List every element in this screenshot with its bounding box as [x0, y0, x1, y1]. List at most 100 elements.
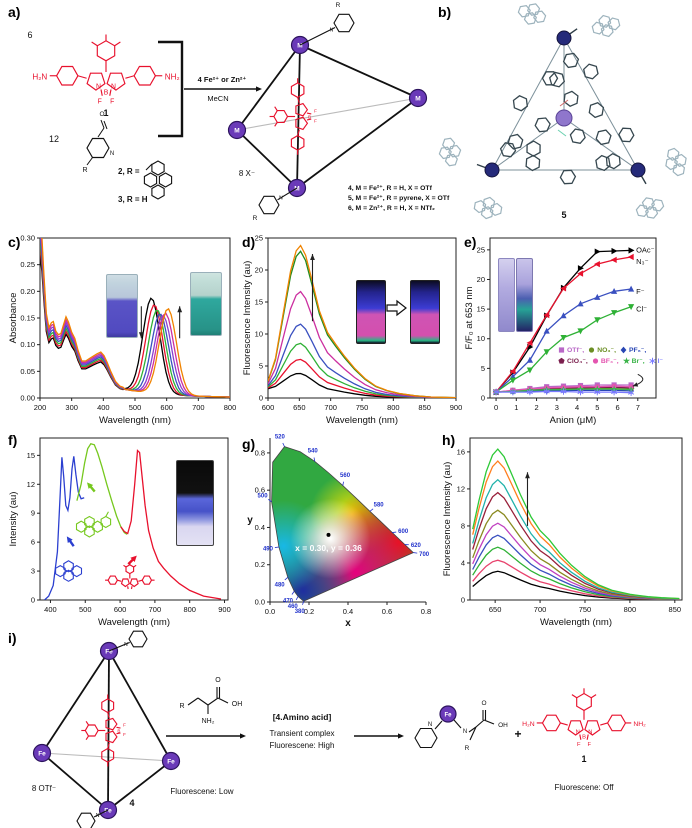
svg-text:540: 540 [308, 449, 319, 455]
svg-text:B: B [308, 115, 311, 120]
svg-text:490: 490 [263, 546, 274, 552]
uv-vial-photo-after [410, 280, 440, 344]
svg-text:Fe: Fe [444, 713, 452, 719]
legend-marker-icon [558, 357, 565, 364]
svg-text:560: 560 [340, 473, 351, 479]
svg-text:2: 2 [534, 403, 538, 412]
svg-text:600: 600 [262, 403, 275, 412]
svg-text:F: F [587, 742, 591, 748]
svg-text:700: 700 [192, 403, 205, 412]
svg-text:0.20: 0.20 [20, 287, 35, 296]
svg-text:20: 20 [477, 275, 485, 284]
svg-text:Fluorescene: High: Fluorescene: High [270, 741, 335, 750]
svg-text:5, M = Fe²⁺, R = pyrene, X = O: 5, M = Fe²⁺, R = pyrene, X = OTf [348, 195, 450, 202]
legend-marker-icon [592, 358, 598, 364]
svg-text:N: N [463, 729, 467, 735]
vial-photo-white-emission [176, 460, 214, 546]
svg-text:0.00: 0.00 [20, 394, 35, 403]
svg-text:Wavelength (nm): Wavelength (nm) [98, 617, 170, 628]
legend-marker-icon [558, 347, 565, 353]
svg-text:0.8: 0.8 [421, 607, 431, 616]
svg-text:6: 6 [31, 538, 35, 547]
svg-text:x: x [345, 618, 351, 629]
svg-text:N: N [576, 729, 580, 735]
panel-label-c: c) [8, 234, 21, 250]
svg-text:Cl⁻: Cl⁻ [636, 305, 647, 314]
svg-text:R: R [82, 167, 87, 174]
svg-text:N: N [330, 27, 334, 33]
panel-label-e: e) [464, 234, 477, 250]
svg-text:8 X⁻: 8 X⁻ [239, 169, 255, 178]
svg-text:4 Fe²⁺ or Zn²⁺: 4 Fe²⁺ or Zn²⁺ [198, 75, 247, 84]
svg-text:0.30: 0.30 [20, 234, 35, 243]
svg-text:12: 12 [457, 484, 465, 493]
svg-text:0.2: 0.2 [304, 607, 314, 616]
svg-text:12: 12 [27, 480, 35, 489]
svg-text:0.6: 0.6 [255, 486, 265, 495]
svg-text:8 OTf⁻: 8 OTf⁻ [32, 784, 56, 793]
svg-text:0: 0 [494, 403, 498, 412]
svg-text:N: N [96, 83, 101, 90]
scheme-b-svg: 5 [438, 3, 687, 220]
svg-text:M: M [415, 96, 420, 103]
svg-text:460: 460 [288, 604, 299, 610]
svg-text:R: R [336, 2, 341, 9]
vial-photo-purple [106, 274, 138, 338]
svg-text:0.15: 0.15 [20, 314, 35, 323]
svg-text:700: 700 [534, 605, 547, 614]
absorbance-chart: 200 300 400 500 600 700 800 0.00 0.05 0.10 0.15 0.2… [6, 232, 237, 427]
panel-h-fluorescence-chart: h) 650 700 750 800 850 0 4 8 12 16 Wavelength (nm)… [440, 430, 690, 628]
panel-label-i: i) [8, 630, 17, 646]
svg-text:200: 200 [34, 403, 47, 412]
svg-text:12: 12 [49, 134, 59, 144]
cuvette-photo-left [498, 258, 515, 332]
fluorescence-chart: 600 650 700 750 800 850 900 0 5 10 15 20 25 Wavelengt… [240, 232, 462, 427]
svg-text:B: B [117, 729, 120, 734]
svg-text:6: 6 [615, 403, 619, 412]
svg-text:Fe: Fe [104, 808, 112, 815]
svg-text:OAc⁻: OAc⁻ [636, 245, 655, 254]
svg-text:x = 0.30, y = 0.36: x = 0.30, y = 0.36 [295, 543, 362, 553]
legend-row: ClO₄⁻, BF₄⁻, Br⁻, I⁻ [557, 356, 675, 365]
svg-text:Fe: Fe [167, 759, 175, 766]
svg-text:800: 800 [224, 403, 237, 412]
svg-text:5: 5 [595, 403, 599, 412]
svg-text:[4.Amino acid]: [4.Amino acid] [273, 712, 332, 722]
svg-text:0.4: 0.4 [255, 523, 265, 532]
svg-text:3, R = H: 3, R = H [118, 195, 148, 204]
svg-text:5: 5 [259, 362, 263, 371]
compound-5-label: 5 [561, 210, 566, 220]
svg-text:N₃⁻: N₃⁻ [636, 257, 648, 266]
svg-text:N: N [279, 196, 283, 202]
svg-text:850: 850 [669, 605, 682, 614]
panel-label-b: b) [438, 4, 452, 20]
svg-text:300: 300 [65, 403, 78, 412]
svg-text:Intensity (au): Intensity (au) [8, 492, 19, 547]
legend-label: I⁻ [657, 357, 664, 365]
svg-text:NH₂: NH₂ [202, 718, 215, 725]
svg-text:580: 580 [374, 503, 385, 509]
legend-marker-icon [622, 357, 630, 364]
svg-text:6: 6 [27, 30, 32, 40]
panel-d-fluorescence-chart: d) 600 650 700 750 800 850 900 0 5 10 15 20 25 Wavele… [240, 232, 462, 427]
svg-text:Fluorescence Intensity (au): Fluorescence Intensity (au) [242, 261, 253, 376]
svg-text:4: 4 [129, 798, 134, 808]
svg-text:700: 700 [324, 403, 337, 412]
svg-text:N: N [124, 642, 128, 648]
svg-text:0: 0 [461, 596, 465, 605]
svg-text:0.8: 0.8 [255, 448, 265, 457]
svg-text:Transient complex: Transient complex [269, 729, 334, 738]
svg-text:NH₂: NH₂ [165, 73, 180, 82]
svg-text:F/F₀ at 653 nm: F/F₀ at 653 nm [464, 286, 475, 349]
panel-c-absorbance-chart: c) 200 300 400 500 600 700 800 0.00 0.05 0.10 0.15… [6, 232, 237, 427]
svg-text:10: 10 [477, 334, 485, 343]
chart-svg-c: 200 300 400 500 600 700 800 0.00 0.05 0.10 0.15 0.2… [8, 234, 237, 427]
crystal-structure-drawing: 5 [436, 2, 692, 230]
svg-text:N: N [96, 813, 100, 819]
svg-text:+: + [514, 727, 521, 741]
svg-text:750: 750 [356, 403, 369, 412]
svg-text:R: R [465, 745, 470, 752]
svg-text:650: 650 [293, 403, 306, 412]
svg-text:Anion (μM): Anion (μM) [550, 415, 597, 426]
